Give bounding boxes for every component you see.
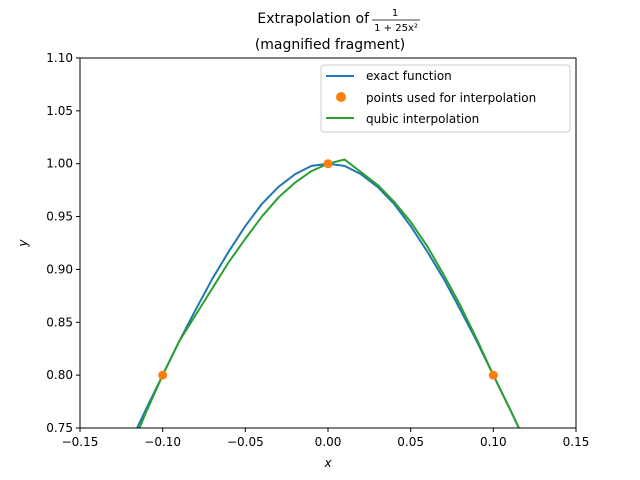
x-tick-label: 0.05 — [397, 435, 424, 449]
y-tick-label: 0.80 — [46, 368, 73, 382]
series-line-qubic-interpolation — [138, 158, 520, 428]
legend-label-interpolation-points: points used for interpolation — [366, 91, 536, 105]
title-fraction-denominator: 1 + 25x² — [374, 23, 418, 34]
data-point-points-used-for-interpolation — [488, 370, 498, 380]
y-tick-label: 1.00 — [46, 157, 73, 171]
x-tick-label: −0.05 — [227, 435, 264, 449]
y-tick-label: 0.85 — [46, 315, 73, 329]
data-point-points-used-for-interpolation — [158, 370, 168, 380]
legend-label-exact-function: exact function — [366, 69, 452, 83]
series-line-exact-function — [136, 162, 520, 428]
y-tick-label: 0.75 — [46, 421, 73, 435]
x-axis-label: x — [323, 456, 332, 470]
title-prefix: Extrapolation of — [257, 11, 370, 27]
x-tick-label: 0.15 — [563, 435, 590, 449]
legend-label-qubic-interpolation: qubic interpolation — [366, 112, 479, 126]
data-point-points-used-for-interpolation — [323, 159, 333, 169]
y-tick-label: 1.05 — [46, 104, 73, 118]
y-tick-label: 0.95 — [46, 210, 73, 224]
x-tick-label: 0.00 — [315, 435, 342, 449]
y-tick-label: 0.90 — [46, 262, 73, 276]
chart-title: Extrapolation of 1 1 + 25x² (magnified f… — [255, 8, 420, 53]
series-layer — [136, 158, 520, 428]
legend-swatch-interpolation-points — [336, 92, 346, 102]
legend: exact function points used for interpola… — [320, 64, 571, 133]
y-tick-label: 1.10 — [46, 51, 73, 65]
x-tick-label: −0.15 — [62, 435, 99, 449]
x-axis: −0.15 −0.10 −0.05 0.00 0.05 0.10 0.15 — [62, 428, 590, 449]
legend-box — [320, 64, 571, 133]
y-axis-label: y — [16, 239, 30, 248]
chart-subtitle: (magnified fragment) — [255, 37, 405, 53]
title-fraction-numerator: 1 — [392, 8, 398, 19]
y-axis: 0.75 0.80 0.85 0.90 0.95 1.00 1.05 1.10 — [46, 51, 80, 435]
x-tick-label: −0.10 — [144, 435, 181, 449]
x-tick-label: 0.10 — [480, 435, 507, 449]
